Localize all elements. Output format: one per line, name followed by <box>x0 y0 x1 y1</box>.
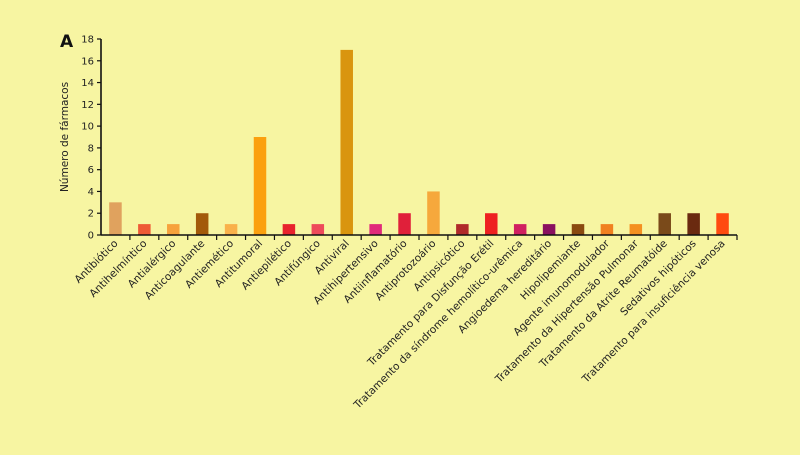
bar <box>253 137 267 235</box>
bar <box>658 213 671 235</box>
bar <box>224 224 238 235</box>
y-tick-label: 0 <box>88 231 94 242</box>
bar <box>311 224 325 235</box>
bar <box>542 224 556 235</box>
panel-label: A <box>60 32 74 52</box>
y-axis: 0 2 4 6 8 10 12 14 16 18 <box>81 35 102 242</box>
bar <box>138 224 151 235</box>
y-tick-label: 10 <box>81 122 94 133</box>
bar <box>456 224 469 235</box>
y-tick-label: 16 <box>81 56 94 67</box>
bar <box>485 213 498 235</box>
bar <box>571 224 585 235</box>
y-tick-label: 4 <box>88 187 94 198</box>
y-axis-title: Número de fármacos <box>59 82 71 192</box>
y-tick-label: 12 <box>81 100 94 111</box>
bar <box>167 224 180 235</box>
y-tick-label: 6 <box>88 165 94 176</box>
y-tick-label: 2 <box>88 209 94 220</box>
bar <box>629 224 643 235</box>
bar <box>687 213 700 235</box>
bar <box>600 224 614 235</box>
bars <box>109 49 729 236</box>
bar <box>513 224 527 235</box>
bar <box>369 224 382 235</box>
x-axis: AntibióticoAntihelmínticoAntialérgicoAnt… <box>72 234 738 412</box>
y-tick-label: 18 <box>81 35 94 46</box>
bar <box>716 213 729 235</box>
bar <box>340 49 353 236</box>
bar <box>398 213 411 235</box>
y-tick-label: 8 <box>88 143 94 154</box>
bar <box>282 224 296 235</box>
bar <box>427 191 440 235</box>
bar <box>109 202 122 235</box>
y-tick-label: 14 <box>81 78 94 89</box>
bar <box>195 213 209 235</box>
